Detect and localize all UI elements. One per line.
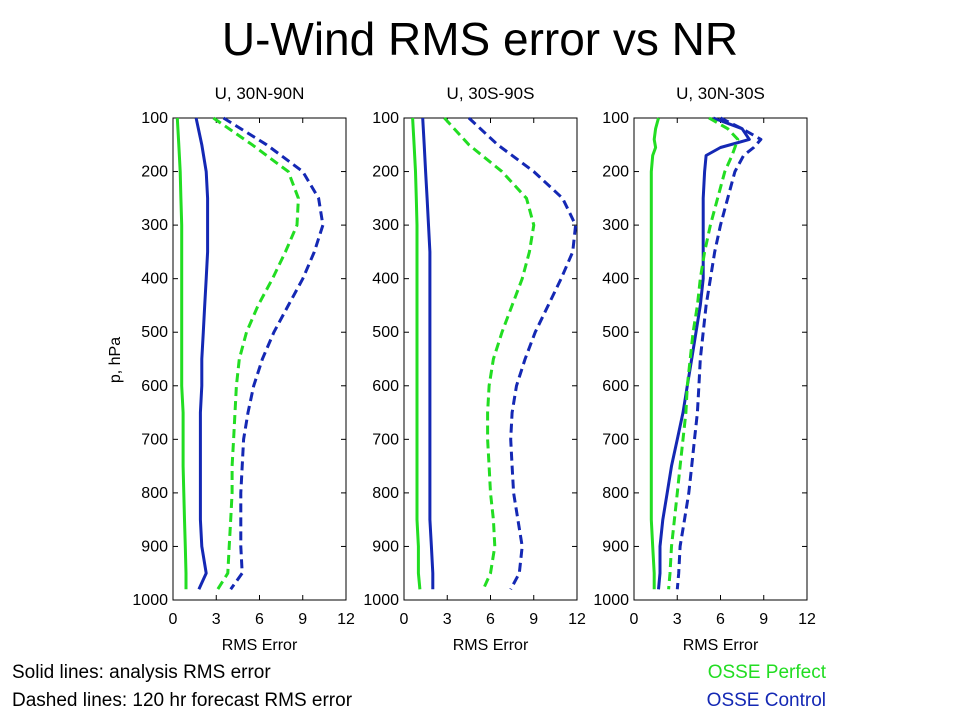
- plot-frame-2: [403, 117, 578, 601]
- x-tick-label: 3: [673, 611, 682, 628]
- x-tick-label: 3: [212, 611, 221, 628]
- y-tick-label: 800: [372, 485, 399, 502]
- series-control-dashed-3: [675, 116, 763, 590]
- osse-control-legend: OSSE Control: [706, 690, 826, 711]
- y-tick-label: 400: [372, 271, 399, 288]
- y-tick-label: 900: [372, 538, 399, 555]
- y-tick-label: 100: [372, 110, 399, 127]
- y-tick-label: 1000: [363, 592, 399, 609]
- y-tick-label: 800: [141, 485, 168, 502]
- solid-lines-note: Solid lines: analysis RMS error: [12, 662, 271, 683]
- series-control-solid-3: [657, 116, 751, 590]
- series-control-solid-1: [194, 117, 210, 590]
- osse-perfect-legend: OSSE Perfect: [707, 662, 826, 683]
- panel-title-2: U, 30S-90S: [447, 84, 535, 103]
- x-tick-label: 0: [169, 611, 178, 628]
- series-perfect-dashed-3: [667, 116, 740, 590]
- plot-frame-1: [172, 117, 347, 601]
- x-tick-label: 12: [337, 611, 355, 628]
- y-tick-label: 200: [372, 164, 399, 181]
- series-perfect-solid-3: [649, 117, 660, 590]
- y-tick-label: 900: [602, 538, 629, 555]
- series-control-dashed-2: [467, 116, 578, 591]
- panel-title-1: U, 30N-90N: [215, 84, 305, 103]
- series-control-solid-2: [421, 117, 435, 590]
- series-perfect-solid-2: [411, 117, 422, 590]
- y-axis-label: p, hPa: [107, 337, 124, 383]
- y-tick-label: 200: [141, 164, 168, 181]
- x-tick-label: 6: [255, 611, 264, 628]
- x-tick-label: 0: [630, 611, 639, 628]
- series-control-dashed-1: [222, 116, 325, 591]
- x-tick-label: 9: [298, 611, 307, 628]
- y-tick-label: 400: [602, 271, 629, 288]
- panel-title-3: U, 30N-30S: [676, 84, 765, 103]
- y-tick-label: 500: [372, 324, 399, 341]
- y-tick-label: 700: [372, 431, 399, 448]
- y-tick-label: 300: [141, 217, 168, 234]
- x-axis-label-3: RMS Error: [683, 637, 759, 654]
- slide-title: U-Wind RMS error vs NR: [221, 13, 739, 65]
- y-tick-label: 200: [602, 164, 629, 181]
- y-tick-label: 700: [602, 431, 629, 448]
- x-tick-label: 6: [486, 611, 495, 628]
- y-tick-label: 600: [372, 378, 399, 395]
- series-perfect-dashed-1: [212, 116, 300, 591]
- y-tick-label: 1000: [132, 592, 168, 609]
- x-tick-label: 0: [400, 611, 409, 628]
- y-tick-label: 600: [602, 378, 629, 395]
- x-tick-label: 6: [716, 611, 725, 628]
- series-perfect-dashed-2: [443, 116, 536, 590]
- x-tick-label: 3: [443, 611, 452, 628]
- series-perfect-solid-1: [175, 117, 188, 590]
- y-tick-label: 900: [141, 538, 168, 555]
- y-tick-label: 500: [141, 324, 168, 341]
- y-tick-label: 300: [602, 217, 629, 234]
- y-tick-label: 300: [372, 217, 399, 234]
- y-tick-label: 600: [141, 378, 168, 395]
- x-tick-label: 9: [759, 611, 768, 628]
- x-axis-label-2: RMS Error: [453, 637, 529, 654]
- x-axis-label-1: RMS Error: [222, 637, 298, 654]
- y-tick-label: 100: [602, 110, 629, 127]
- x-tick-label: 9: [529, 611, 538, 628]
- y-tick-label: 1000: [593, 592, 629, 609]
- x-tick-label: 12: [568, 611, 586, 628]
- y-tick-label: 400: [141, 271, 168, 288]
- y-tick-label: 100: [141, 110, 168, 127]
- y-tick-label: 800: [602, 485, 629, 502]
- x-tick-label: 12: [798, 611, 816, 628]
- y-tick-label: 700: [141, 431, 168, 448]
- y-tick-label: 500: [602, 324, 629, 341]
- dashed-lines-note: Dashed lines: 120 hr forecast RMS error: [12, 690, 353, 711]
